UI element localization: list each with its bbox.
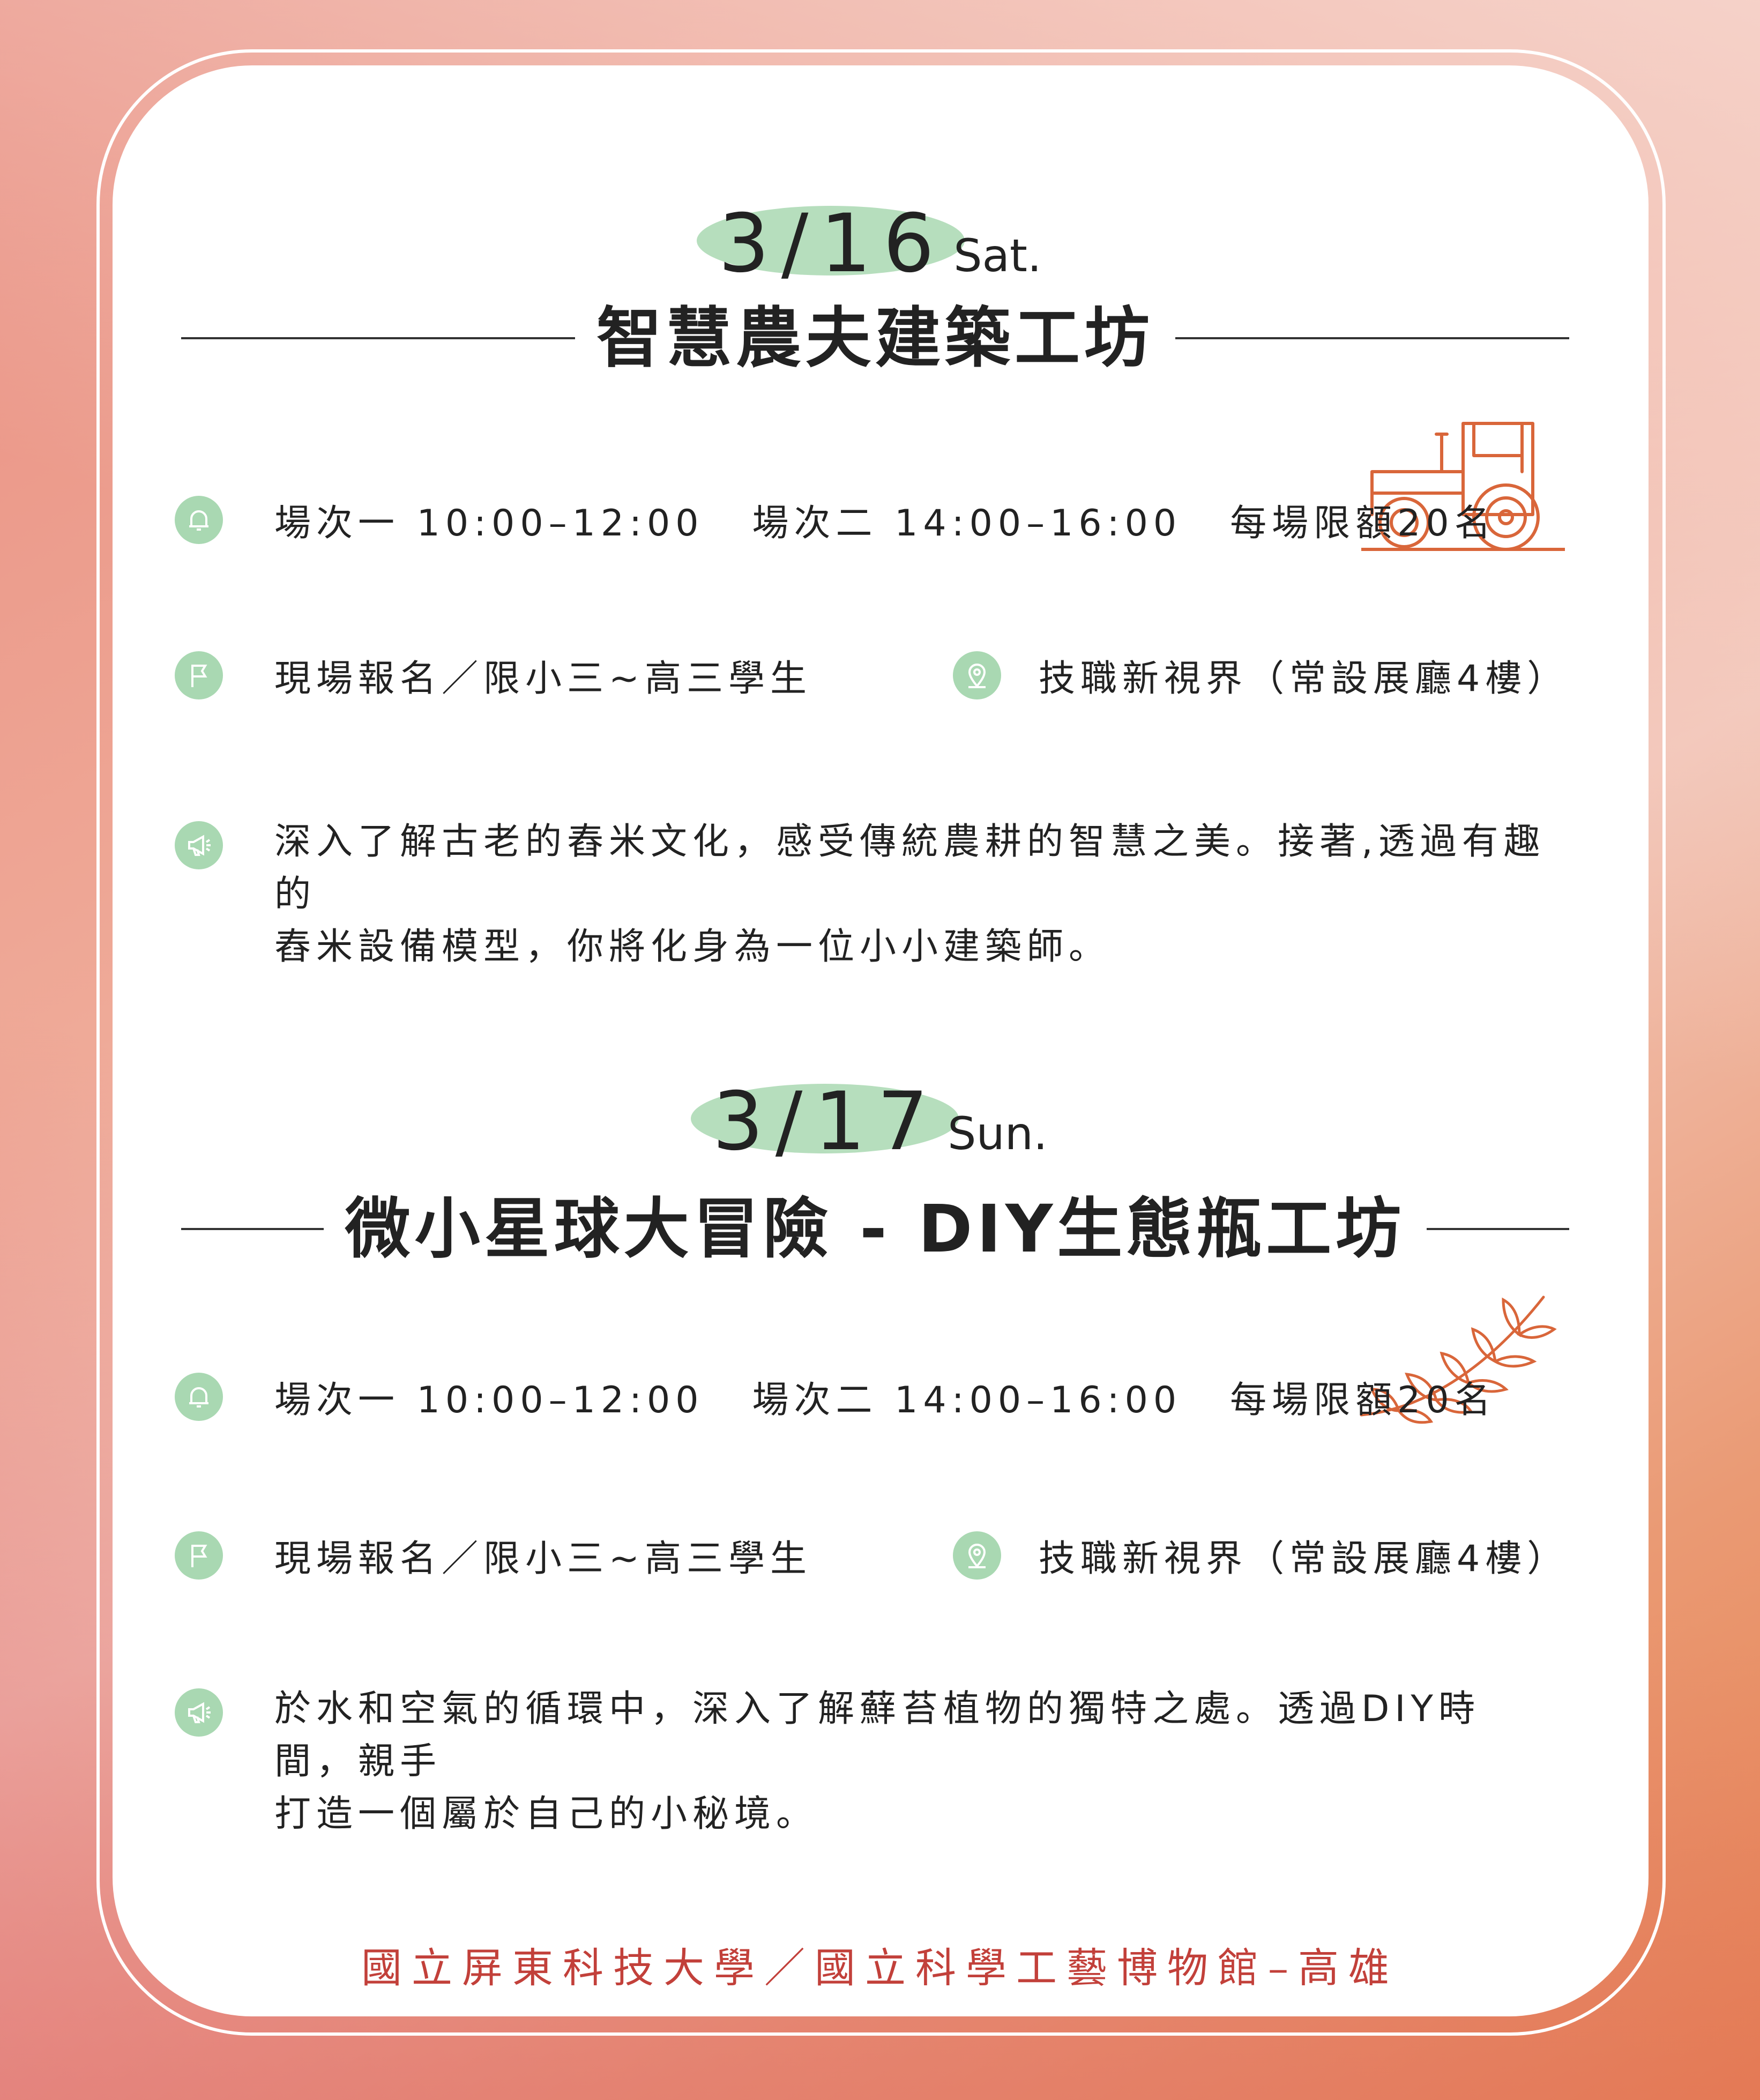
event1-session-row: 場次一 10:00–12:00 場次二 14:00–16:00 每場限額20名: [175, 493, 1496, 546]
flag-icon: [175, 651, 223, 699]
tractor-icon: [1360, 413, 1567, 554]
bell-icon: [175, 1372, 223, 1421]
event1-location: 技職新視界（常設展廳4樓）: [1039, 658, 1569, 700]
organizer-footer: 國立屏東科技大學／國立科學工藝博物館–高雄: [361, 1944, 1399, 1992]
event2-location: 技職新視界（常設展廳4樓）: [1039, 1538, 1569, 1580]
event1-session1: 場次一 10:00–12:00: [274, 502, 704, 545]
event2-session-row: 場次一 10:00–12:00 場次二 14:00–16:00 每場限額20名: [175, 1370, 1496, 1423]
title-rule-left: [181, 1228, 324, 1230]
event1-weekday: Sat.: [953, 229, 1042, 282]
date-highlight-blob: [697, 206, 965, 275]
event1-description-line1: 深入了解古老的舂米文化，感受傳統農耕的智慧之美。接著,透過有趣的: [274, 821, 1546, 915]
event1-session2: 場次二 14:00–16:00: [752, 502, 1182, 545]
event2-capacity: 每場限額20名: [1230, 1379, 1496, 1421]
event1-description-row: 深入了解古老的舂米文化，感受傳統農耕的智慧之美。接著,透過有趣的 舂米設備模型，…: [175, 816, 1550, 973]
map-pin-icon: [953, 1531, 1001, 1580]
event1-description: 深入了解古老的舂米文化，感受傳統農耕的智慧之美。接著,透過有趣的 舂米設備模型，…: [274, 816, 1550, 973]
event1-title-row: 智慧農夫建築工坊: [181, 298, 1569, 378]
event1-date: 3/16: [718, 197, 946, 291]
event2-title-row: 微小星球大冒險 - DIY生態瓶工坊: [181, 1189, 1569, 1269]
title-rule-right: [1175, 337, 1569, 339]
event2-weekday: Sun.: [948, 1107, 1048, 1160]
map-pin-icon: [953, 651, 1001, 699]
event2-date: 3/17: [712, 1075, 941, 1168]
event1-registration: 現場報名／限小三~高三學生: [274, 658, 812, 700]
outer-frame: [96, 49, 1666, 2036]
leaf-branch-icon: [1356, 1286, 1560, 1428]
event2-description-line2: 打造一個屬於自己的小秘境。: [274, 1793, 818, 1835]
event2-location-row: 技職新視界（常設展廳4樓）: [953, 1529, 1569, 1582]
date-highlight-blob: [691, 1084, 959, 1153]
megaphone-icon: [175, 1688, 223, 1737]
event2-registration-row: 現場報名／限小三~高三學生: [175, 1529, 812, 1582]
event1-title: 智慧農夫建築工坊: [596, 300, 1154, 376]
event2-description-row: 於水和空氣的循環中，深入了解蘚苔植物的獨特之處。透過DIY時間，親手 打造一個屬…: [175, 1683, 1550, 1841]
event2-date-heading: 3/17 Sun.: [0, 1082, 1760, 1178]
event1-registration-row: 現場報名／限小三~高三學生: [175, 649, 812, 702]
event2-session2: 場次二 14:00–16:00: [752, 1379, 1182, 1421]
content-card: [113, 65, 1649, 2016]
megaphone-icon: [175, 821, 223, 869]
bell-icon: [175, 495, 223, 544]
flag-icon: [175, 1531, 223, 1580]
title-rule-left: [181, 337, 575, 339]
event2-registration: 現場報名／限小三~高三學生: [274, 1538, 812, 1580]
event2-description-line1: 於水和空氣的循環中，深入了解蘚苔植物的獨特之處。透過DIY時間，親手: [274, 1688, 1480, 1783]
event2-title: 微小星球大冒險 - DIY生態瓶工坊: [345, 1191, 1406, 1267]
event2-session1: 場次一 10:00–12:00: [274, 1379, 704, 1421]
event1-session-text: 場次一 10:00–12:00 場次二 14:00–16:00 每場限額20名: [274, 493, 1496, 546]
event1-capacity: 每場限額20名: [1230, 502, 1496, 545]
event2-description: 於水和空氣的循環中，深入了解蘚苔植物的獨特之處。透過DIY時間，親手 打造一個屬…: [274, 1683, 1550, 1841]
event2-session-text: 場次一 10:00–12:00 場次二 14:00–16:00 每場限額20名: [274, 1370, 1496, 1423]
title-rule-right: [1427, 1228, 1569, 1230]
event1-date-heading: 3/16 Sat.: [0, 204, 1760, 300]
event1-description-line2: 舂米設備模型，你將化身為一位小小建築師。: [274, 926, 1111, 968]
event1-location-row: 技職新視界（常設展廳4樓）: [953, 649, 1569, 702]
